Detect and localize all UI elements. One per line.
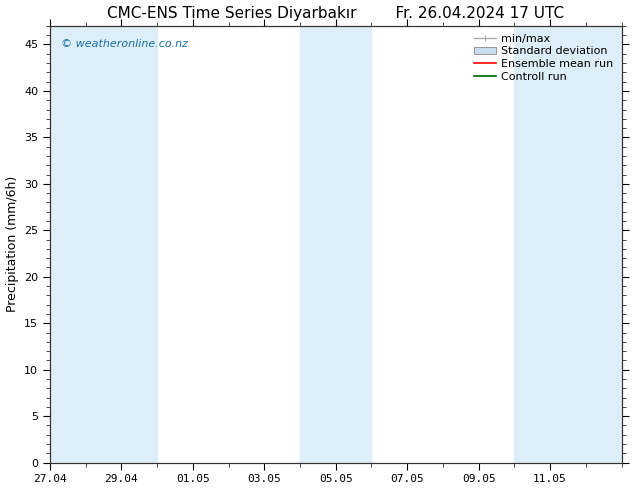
Bar bbox=[514, 26, 621, 463]
Legend: min/max, Standard deviation, Ensemble mean run, Controll run: min/max, Standard deviation, Ensemble me… bbox=[472, 31, 616, 84]
Bar bbox=[50, 26, 86, 463]
Bar bbox=[300, 26, 372, 463]
Title: CMC-ENS Time Series Diyarbakır        Fr. 26.04.2024 17 UTC: CMC-ENS Time Series Diyarbakır Fr. 26.04… bbox=[107, 5, 564, 21]
Bar bbox=[86, 26, 157, 463]
Text: © weatheronline.co.nz: © weatheronline.co.nz bbox=[61, 39, 188, 49]
Y-axis label: Precipitation (mm/6h): Precipitation (mm/6h) bbox=[6, 176, 18, 313]
